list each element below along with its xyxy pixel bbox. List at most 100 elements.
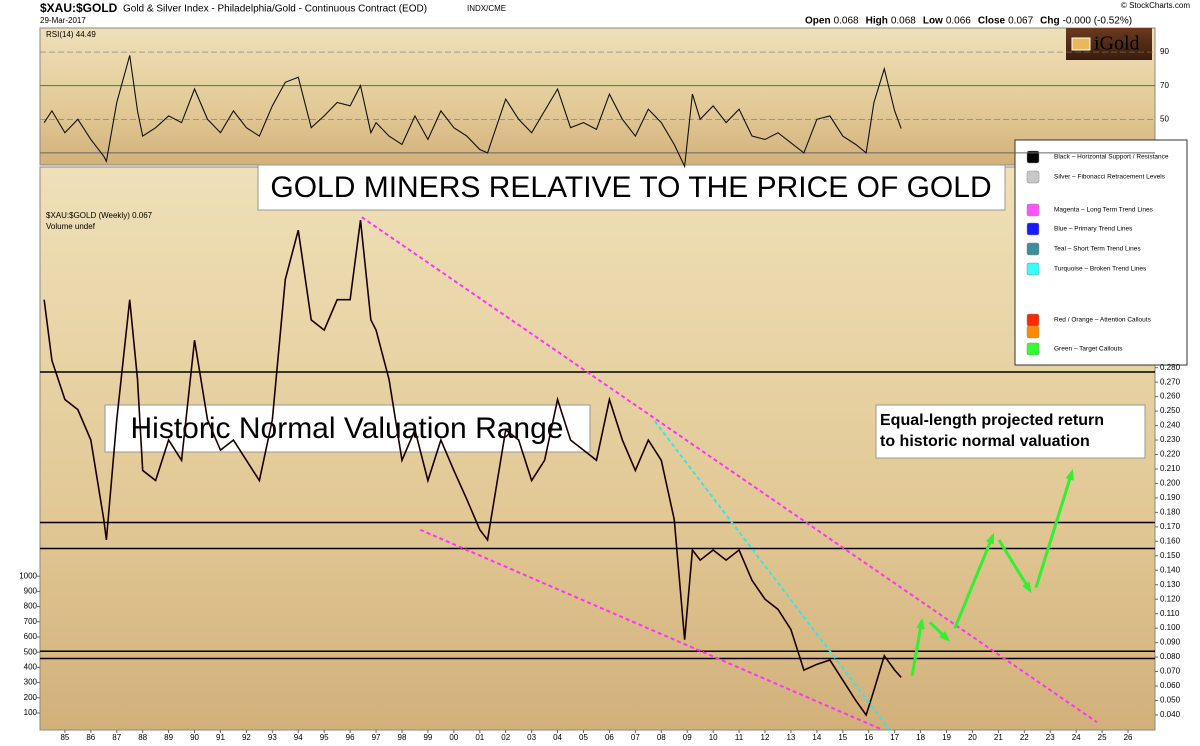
chart-title: Gold & Silver Index - Philadelphia/Gold … [123,4,427,15]
y2-tick-label: 100 [24,708,38,717]
exchange: INDX/CME [467,4,506,13]
x-tick-label: 26 [1124,733,1133,742]
x-tick-label: 94 [294,733,303,742]
x-tick-label: 95 [320,733,329,742]
y-tick-label: 0.210 [1160,464,1181,473]
legend-box [1014,139,1188,366]
x-tick-label: 20 [968,733,977,742]
y-tick-label: 0.120 [1160,594,1181,603]
x-tick-label: 87 [112,733,121,742]
x-tick-label: 13 [786,733,795,742]
y-tick-label: 0.260 [1160,392,1181,401]
y-tick-label: 0.250 [1160,406,1181,415]
x-tick-label: 98 [398,733,407,742]
x-tick-label: 18 [916,733,925,742]
quote-name: Open [805,16,831,27]
y2-tick-label: 200 [24,693,38,702]
x-tick-label: 12 [761,733,770,742]
x-tick-label: 88 [138,733,147,742]
x-tick-label: 90 [190,733,199,742]
x-tick-label: 97 [372,733,381,742]
price-line [43,219,902,717]
x-tick-label: 00 [449,733,458,742]
y-tick-label: 0.080 [1160,652,1181,661]
x-tick-label: 21 [994,733,1003,742]
y-tick-label: 0.180 [1160,507,1181,516]
arrow-head [939,631,950,642]
y-tick-label: 0.200 [1160,479,1181,488]
trend-line [361,216,1098,724]
legend-label: Teal – Short Term Trend Lines [1054,246,1141,253]
legend: Black – Horizontal Support / Resistance S… [1026,150,1169,356]
arrow-shaft [1034,471,1074,589]
legend-swatch [1026,150,1040,164]
quote-value: 0.068 [834,16,859,27]
arrow-head [1022,581,1032,594]
symbol: $XAU:$GOLD [40,1,118,15]
quote-value: 0.067 [1008,16,1033,27]
y-tick-label: 0.280 [1160,363,1181,372]
legend-swatch [1026,325,1040,339]
arrow-shaft [997,539,1032,592]
arrow-head [1065,469,1074,481]
x-tick-label: 96 [346,733,355,742]
arrow-shaft [953,534,995,629]
y-tick-label: 0.100 [1160,623,1181,632]
rsi-tick-label: 70 [1160,81,1169,90]
x-tick-label: 04 [553,733,562,742]
arrow-shaft [910,620,924,677]
y-tick-label: 0.090 [1160,638,1181,647]
y-tick-label: 0.130 [1160,580,1181,589]
y-tick-label: 0.270 [1160,377,1181,386]
legend-label: Red / Orange – Attention Callouts [1054,317,1152,324]
projection-label-box [875,404,1146,459]
quote-name: High [866,16,888,27]
x-tick-label: 99 [423,733,432,742]
arrow-head [985,532,995,545]
x-tick-label: 86 [86,733,95,742]
y2-tick-label: 400 [24,662,38,671]
y2-tick-label: 300 [24,678,38,687]
y-tick-label: 0.060 [1160,681,1181,690]
y2-tick-label: 500 [24,647,38,656]
y2-tick-label: 1000 [19,571,37,580]
y-tick-label: 0.050 [1160,696,1181,705]
legend-swatch [1026,170,1040,184]
projection-label: to historic normal valuation [880,433,1090,450]
quote-value: -0.000 (-0.52%) [1063,16,1132,27]
price-label: $XAU:$GOLD (Weekly) 0.067 [46,211,153,220]
projection-label: Equal-length projected return [880,412,1104,429]
y-tick-label: 0.160 [1160,536,1181,545]
y2-tick-label: 800 [24,602,38,611]
legend-label: Green – Target Callouts [1054,346,1123,353]
y2-tick-label: 700 [24,617,38,626]
y-tick-label: 0.140 [1160,565,1181,574]
arrow-head [916,617,925,630]
x-tick-label: 10 [709,733,718,742]
legend-swatch [1026,242,1040,256]
y-tick-label: 0.170 [1160,522,1181,531]
x-tick-label: 19 [942,733,951,742]
legend-label: Turquoise – Broken Trend Lines [1054,266,1147,273]
x-tick-label: 89 [164,733,173,742]
y2-tick-label: 600 [24,632,38,641]
x-tick-label: 23 [1046,733,1055,742]
x-tick-label: 91 [216,733,225,742]
x-tick-label: 17 [890,733,899,742]
trend-line [654,420,891,731]
y-tick-label: 0.240 [1160,421,1181,430]
date: 29-Mar-2017 [40,16,86,25]
rsi-label: RSI(14) 44.49 [46,30,96,39]
x-tick-label: 02 [501,733,510,742]
legend-label: Blue – Primary Trend Lines [1054,226,1133,233]
legend-label: Black – Horizontal Support / Resistance [1054,154,1169,161]
quote-value: 0.066 [946,16,971,27]
range-label-box [104,404,591,453]
quote-name: Close [978,16,1006,27]
x-tick-label: 22 [1020,733,1029,742]
x-tick-label: 14 [812,733,821,742]
legend-swatch [1026,203,1040,217]
rsi-tick-label: 90 [1160,47,1169,56]
x-tick-label: 08 [657,733,666,742]
rsi-panel [39,27,1156,166]
